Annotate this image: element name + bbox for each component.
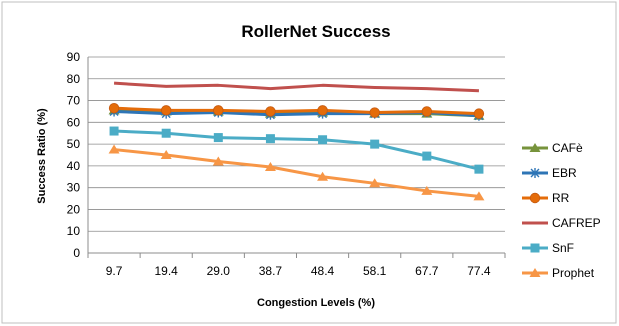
data-point [160,150,172,159]
legend-label: SnF [552,241,574,255]
series-line [113,148,480,198]
x-tick-label: 48.4 [311,264,335,278]
legend-label: CAFè [552,141,583,155]
legend-label: CAFREP [552,216,601,230]
series-rr [108,102,485,119]
y-tick-label: 20 [67,202,81,216]
x-tick-label: 29.0 [207,264,231,278]
legend-item: EBR [522,166,577,180]
axes: 0 10 20 30 40 50 60 70 80 90 9.7 19.4 29.0 38.7 48.4 58… [67,50,506,278]
x-tick-label: 9.7 [106,264,123,278]
data-point [473,108,485,119]
data-point [369,178,381,188]
legend-item: RR [522,191,570,205]
y-tick-label: 0 [73,246,80,260]
y-tick-label: 70 [67,94,81,108]
legend-label: Prophet [552,266,595,280]
y-tick-label: 50 [67,137,81,151]
legend-item: CAFè [522,141,583,155]
series-snf [109,126,484,174]
legend-swatch-marker [530,243,540,253]
legend-item: Prophet [522,266,595,280]
data-point [161,128,171,138]
data-point [108,102,120,114]
x-tick-label: 77.4 [467,264,491,278]
data-point [160,105,172,116]
series-line [113,81,480,93]
x-axis-label: Congestion Levels (%) [257,297,375,309]
chart-title: RollerNet Success [241,22,390,41]
data-point [213,105,224,116]
series-layer [108,81,485,201]
legend-swatch-marker [530,168,540,178]
series-cafrep [113,81,480,93]
x-tick-label: 58.1 [363,264,387,278]
data-point [370,139,380,149]
data-point [473,191,485,201]
series-line [113,129,480,171]
data-point [474,164,484,174]
gridlines [88,56,505,232]
y-tick-label: 40 [67,159,81,173]
data-point [421,106,433,117]
data-point [212,156,224,166]
legend-item: CAFREP [522,216,601,230]
legend-label: RR [552,191,570,205]
data-point [421,185,433,195]
series-prophet [108,144,485,201]
x-tick-label: 67.7 [415,264,439,278]
y-axis-label: Success Ratio (%) [36,108,48,204]
data-point [265,134,275,144]
legend: CAFè EBR RR CAFREP SnF Prophet [522,141,601,280]
data-point [108,144,120,154]
data-point [213,133,223,143]
data-point [369,107,380,118]
data-point [422,151,432,161]
data-point [265,106,276,117]
legend-label: EBR [552,166,577,180]
legend-swatch-marker [529,268,541,277]
data-point [318,135,328,145]
series-line [113,106,480,116]
legend-item: SnF [522,241,574,255]
x-tick-label: 19.4 [155,264,179,278]
data-point [109,126,119,136]
data-point [317,171,329,181]
data-point [317,105,328,116]
y-tick-label: 10 [67,224,81,238]
y-tick-label: 30 [67,181,81,195]
legend-swatch-marker [529,143,541,152]
y-tick-label: 90 [67,50,81,64]
x-tick-label: 38.7 [259,264,283,278]
data-point [264,161,276,171]
y-tick-label: 60 [67,115,81,129]
legend-swatch-marker [529,192,541,204]
y-tick-label: 80 [67,72,81,86]
